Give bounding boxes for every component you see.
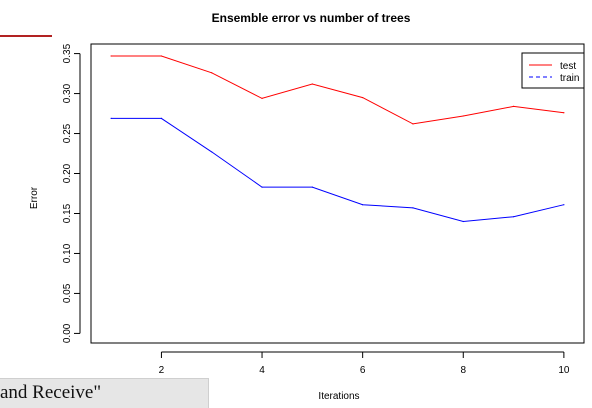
y-axis-label: Error (29, 186, 40, 209)
y-tick-label: 0.10 (62, 243, 73, 263)
x-axis: 2 4 6 8 10 (159, 351, 570, 376)
red-rule-decoration (0, 35, 52, 37)
series-test-line (111, 55, 564, 125)
y-axis: 0.00 0.05 0.10 0.15 0.20 0.25 0.30 0.35 (62, 43, 81, 343)
series-train-point (110, 117, 112, 119)
series-train-point (512, 216, 515, 218)
x-tick-label: 6 (360, 365, 366, 376)
y-tick-label: 0.00 (62, 323, 73, 343)
x-tick-label: 10 (558, 365, 570, 376)
series-test-point (110, 55, 112, 57)
caption-box: and Receive" (0, 378, 209, 408)
x-tick-label: 2 (159, 365, 165, 376)
y-tick-label: 0.30 (62, 83, 73, 103)
series-lines (110, 55, 565, 223)
x-axis-label: Iterations (318, 391, 359, 402)
legend-label-train: train (560, 73, 579, 84)
x-tick-label: 8 (460, 365, 466, 376)
series-test-point (462, 115, 464, 117)
series-train-line (111, 117, 565, 223)
series-test-point (512, 105, 515, 107)
series-test-point (563, 112, 565, 114)
series-train-point (261, 186, 263, 188)
plot-frame (90, 43, 585, 344)
chart-title: Ensemble error vs number of trees (212, 11, 411, 25)
y-tick-label: 0.35 (62, 43, 73, 63)
series-test-point (362, 96, 364, 99)
series-test-point (311, 83, 313, 85)
caption-text: and Receive" (0, 382, 102, 403)
x-tick-label: 4 (259, 365, 265, 376)
series-test-point (261, 97, 263, 99)
y-tick-label: 0.05 (62, 283, 73, 303)
series-train-point (462, 220, 464, 223)
y-tick-label: 0.25 (62, 123, 73, 143)
legend-label-test: test (560, 61, 576, 72)
series-train-point (160, 117, 163, 119)
series-train-point (412, 207, 414, 209)
series-test-point (160, 55, 163, 57)
series-train-point (563, 204, 565, 206)
y-tick-label: 0.20 (62, 163, 73, 183)
legend-box (521, 52, 585, 89)
y-tick-label: 0.15 (62, 203, 73, 223)
series-train-point (211, 151, 213, 153)
series-test-point (211, 72, 213, 74)
series-test-point (412, 123, 414, 125)
series-train-point (362, 204, 364, 206)
series-train-point (311, 186, 313, 188)
